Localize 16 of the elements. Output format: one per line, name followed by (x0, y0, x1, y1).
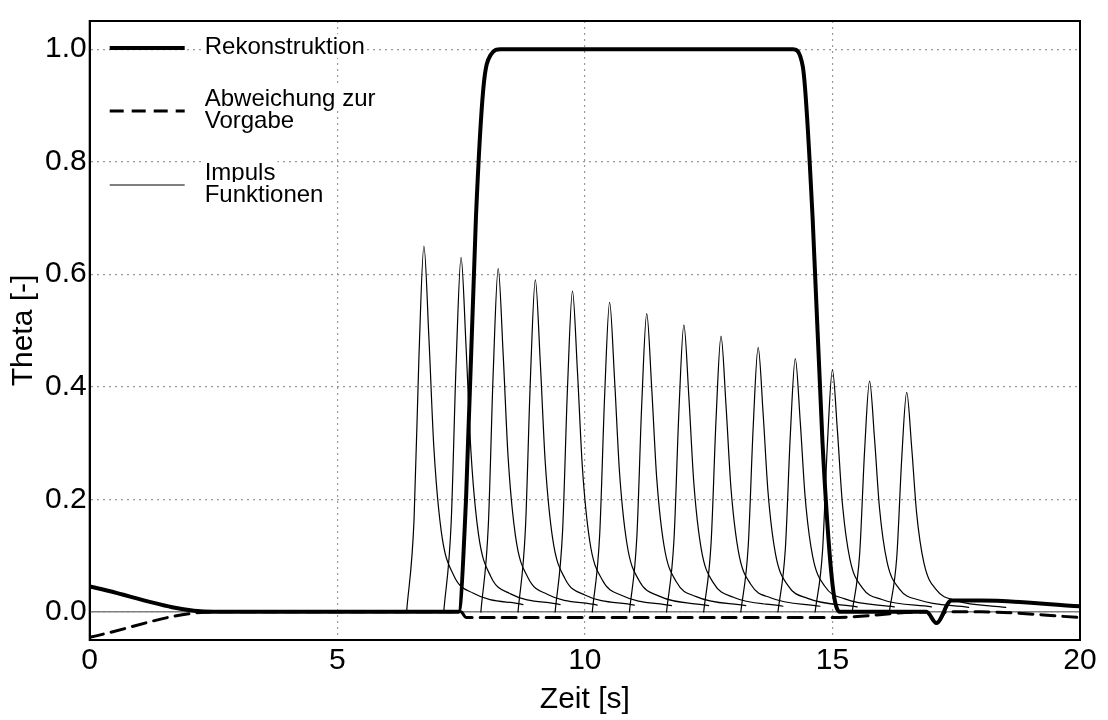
x-tick-label: 5 (328, 642, 346, 676)
legend-label: Impuls Funktionen (204, 157, 324, 207)
x-tick-label: 0 (81, 642, 99, 676)
y-tick-label: 0.0 (44, 593, 87, 627)
x-tick-label: 15 (815, 642, 850, 676)
y-tick-label: 0.2 (44, 480, 87, 514)
y-tick-label: 0.8 (44, 142, 87, 176)
y-tick-label: 1.0 (44, 30, 87, 64)
y-tick-label: 0.4 (44, 368, 87, 402)
legend-label: Abweichung zur Vorgabe (204, 83, 376, 133)
y-tick-label: 0.6 (44, 255, 87, 289)
y-axis-title: Theta [-] (5, 274, 39, 387)
x-tick-label: 10 (568, 642, 602, 676)
x-axis-title: Zeit [s] (539, 681, 630, 715)
x-tick-label: 20 (1063, 642, 1097, 676)
legend-label: Rekonstruktion (204, 31, 365, 59)
